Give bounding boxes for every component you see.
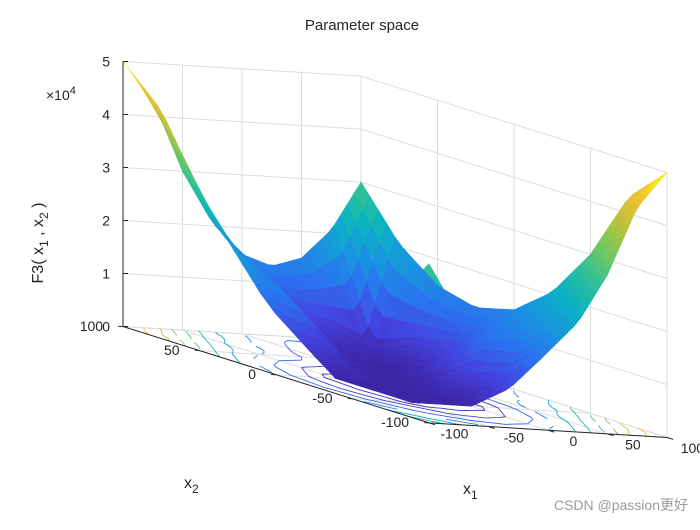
z-tick-label: 4 [102, 107, 110, 123]
grid-line [123, 62, 667, 173]
x-tick-label: 0 [570, 433, 578, 449]
z-axis-label-part: ) [30, 203, 47, 213]
y-tick-label: 0 [248, 366, 256, 382]
x-axis-label-main: x [463, 481, 471, 498]
y-tick-label: -100 [381, 414, 409, 430]
z-axis-label-part: F3( x [30, 247, 47, 283]
surface-layer [123, 62, 667, 407]
x-axis-label-sub: 1 [471, 488, 478, 502]
z-axis-label-part: , x [30, 219, 47, 240]
z-axis-label: F3( x1 , x2 ) [30, 203, 51, 284]
y-tick-label: -50 [312, 390, 332, 406]
x-tick-label: 50 [625, 437, 641, 453]
z-tick-label: 0 [102, 319, 110, 335]
z-tick-label: 2 [102, 213, 110, 229]
z-tick-label: 5 [102, 54, 110, 70]
x-tick-label: -100 [440, 426, 468, 442]
y-axis-label-sub: 2 [192, 482, 199, 496]
y-axis-label-main: x [184, 475, 192, 492]
z-tick-label: 1 [102, 266, 110, 282]
x-tick-label: -50 [504, 429, 524, 445]
z-exponent-prefix: ×10 [46, 87, 70, 103]
chart-title: Parameter space [305, 17, 419, 34]
y-tick-label: 50 [164, 342, 180, 358]
x-axis-label: x1 [463, 481, 478, 502]
z-exponent-power: 4 [70, 85, 76, 97]
z-exponent-label: ×104 [46, 85, 76, 103]
y-tick-label: 100 [80, 318, 104, 334]
watermark-text: CSDN @passion更好 [554, 497, 688, 513]
y-axis-label: x2 [184, 475, 199, 496]
z-tick-label: 3 [102, 160, 110, 176]
surface-patch [652, 173, 667, 188]
x-tick-label: 100 [681, 440, 700, 456]
x-tick [667, 438, 673, 440]
